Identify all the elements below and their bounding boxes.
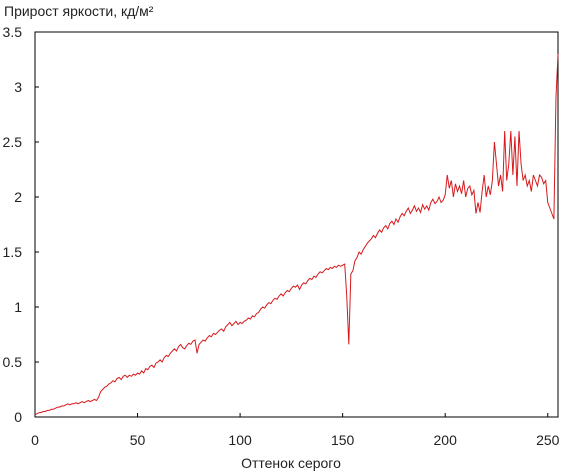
y-tick-label: 3.5: [3, 24, 23, 40]
y-tick-label: 1.5: [3, 244, 23, 260]
y-tick-label: 1: [14, 299, 22, 315]
y-tick-label: 3: [14, 79, 22, 95]
y-tick-label: 2: [14, 189, 22, 205]
y-tick-label: 0.5: [3, 354, 23, 370]
x-tick-label: 250: [536, 432, 560, 448]
x-tick-label: 150: [331, 432, 355, 448]
plot-frame: [34, 31, 559, 418]
data-line: [34, 53, 559, 416]
x-tick-label: 100: [228, 432, 252, 448]
chart-title: Прирост яркости, кд/м²: [4, 3, 154, 19]
x-axis-label: Оттенок серого: [241, 455, 341, 471]
x-tick-label: 0: [31, 432, 39, 448]
x-tick-label: 200: [434, 432, 458, 448]
y-tick-label: 2.5: [3, 134, 23, 150]
x-tick-label: 50: [130, 432, 146, 448]
y-tick-label: 0: [14, 409, 22, 425]
